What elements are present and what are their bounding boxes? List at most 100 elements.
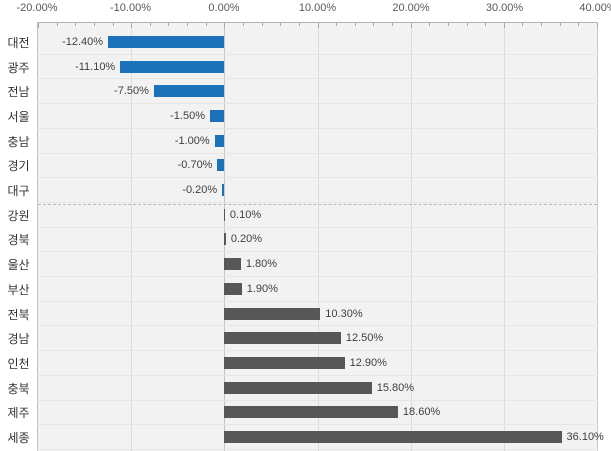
axis-tick-mark — [447, 23, 449, 26]
value-label: -1.50% — [170, 109, 205, 122]
axis-tick-mark — [224, 23, 226, 28]
category-label: 강원 — [7, 208, 30, 223]
axis-tick-mark — [298, 23, 300, 26]
chart-row: 10.30% — [37, 302, 598, 327]
value-label: -11.10% — [75, 60, 116, 73]
bar — [224, 307, 321, 320]
axis-tick-mark — [522, 23, 524, 26]
x-axis-tick-label: 20.00% — [392, 2, 430, 14]
axis-tick-mark — [541, 23, 543, 26]
chart-row: 36.10% — [37, 425, 604, 450]
category-label: 대구 — [7, 184, 30, 199]
category-axis: 대전 광주 전남 서울 충남 경기 대구 강원 경북 울산 부산 전북 경남 인천 충북 제주 세종 — [0, 30, 37, 450]
axis-tick-mark — [149, 23, 151, 26]
value-label: -0.70% — [177, 159, 213, 172]
axis-tick-mark — [112, 23, 114, 26]
value-label: 36.10% — [566, 431, 604, 444]
axis-tick-mark — [466, 23, 468, 26]
value-label: 0.20% — [230, 233, 263, 246]
value-label: 10.30% — [325, 307, 363, 320]
axis-tick-mark — [503, 23, 505, 28]
chart-row: -7.50% — [37, 79, 598, 105]
value-label: -1.00% — [174, 134, 210, 147]
chart-row: -12.40% — [37, 30, 598, 55]
axis-tick-mark — [205, 23, 207, 26]
axis-tick-mark — [336, 23, 338, 26]
category-label: 전남 — [7, 85, 30, 100]
value-label: 12.50% — [345, 332, 384, 345]
value-label: 0.10% — [229, 208, 262, 221]
value-label: 18.60% — [402, 406, 441, 419]
axis-tick-mark — [373, 23, 375, 26]
axis-tick-mark — [93, 23, 95, 26]
bar — [224, 258, 241, 271]
axis-tick-mark — [317, 23, 319, 28]
category-label: 전북 — [7, 307, 30, 322]
value-label: 15.80% — [376, 381, 415, 394]
axis-tick-mark — [578, 23, 580, 26]
bar — [153, 85, 224, 98]
category-label: 충남 — [7, 134, 30, 149]
axis-tick-mark — [261, 23, 263, 26]
x-axis-tick-label: 40.00% — [579, 2, 611, 14]
value-label: -12.40% — [62, 35, 104, 48]
chart-row: -0.20% — [37, 178, 598, 203]
axis-tick-mark — [280, 23, 282, 26]
chart-row: 1.80% — [37, 252, 598, 278]
vertical-gridline — [410, 23, 412, 451]
bar — [224, 431, 562, 444]
axis-tick-mark — [485, 23, 487, 26]
vertical-gridline — [317, 23, 319, 451]
category-label: 경기 — [7, 159, 30, 174]
chart-row: -1.50% — [37, 104, 598, 129]
bar — [224, 208, 225, 221]
category-label: 광주 — [7, 60, 30, 75]
axis-tick-mark — [168, 23, 170, 26]
category-label: 경북 — [7, 233, 30, 248]
x-axis-tick-label: 10.00% — [298, 2, 337, 14]
chart-rows: -12.40% -11.10% -7.50% -1.50% -1.00% -0.70% -0… — [37, 30, 604, 450]
positive-negative-divider — [38, 203, 597, 205]
chart-row: -11.10% — [37, 55, 598, 80]
bar — [224, 332, 341, 345]
bar — [224, 282, 242, 295]
bar — [222, 184, 224, 197]
category-label: 서울 — [7, 109, 30, 124]
chart-row: 12.50% — [37, 326, 598, 352]
plot-area — [37, 22, 598, 451]
chart-row: 15.80% — [37, 376, 598, 401]
axis-tick-mark — [559, 23, 561, 26]
bar — [224, 406, 398, 419]
bar — [224, 381, 372, 394]
bar — [214, 134, 224, 147]
category-label: 세종 — [7, 431, 30, 446]
bar — [217, 159, 224, 172]
category-label: 대전 — [7, 35, 30, 50]
chart-row: 1.90% — [37, 277, 598, 302]
category-label: 울산 — [7, 258, 30, 273]
category-label: 인천 — [7, 356, 30, 371]
category-label: 충북 — [7, 381, 30, 396]
bar — [224, 233, 226, 246]
axis-tick-mark — [392, 23, 394, 26]
value-label: -7.50% — [114, 85, 149, 98]
x-axis-tick-label: 0.00% — [208, 2, 240, 14]
axis-tick-mark — [75, 23, 77, 26]
value-label: 1.80% — [245, 258, 278, 271]
value-label: 1.90% — [246, 282, 278, 295]
chart-row: 12.90% — [37, 351, 598, 376]
bar — [209, 109, 224, 122]
bar — [120, 60, 224, 73]
chart-row: 0.20% — [37, 228, 598, 253]
axis-tick-mark — [429, 23, 431, 26]
x-axis-tick-label: -10.00% — [110, 2, 151, 14]
axis-tick-mark — [410, 23, 412, 28]
vertical-gridline — [503, 23, 505, 451]
chart-row: -1.00% — [37, 129, 598, 154]
axis-tick-mark — [131, 23, 133, 28]
chart-row: 18.60% — [37, 401, 598, 426]
chart-row: 0.10% — [37, 203, 598, 228]
category-label: 경남 — [7, 332, 30, 347]
value-label: 12.90% — [349, 356, 387, 369]
